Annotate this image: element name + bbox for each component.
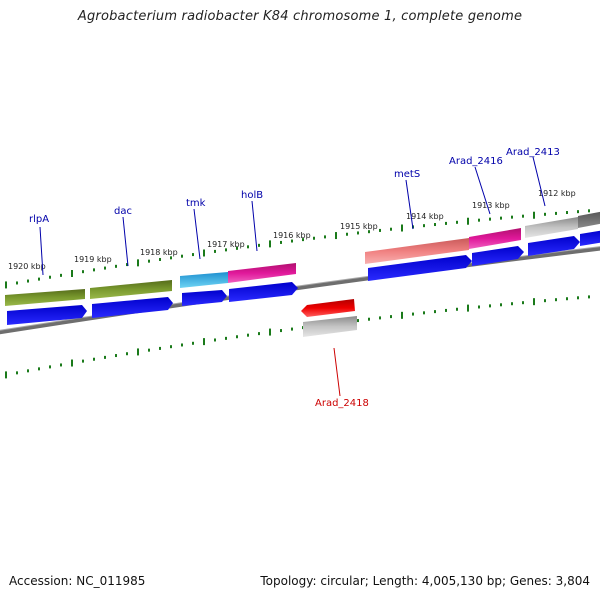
- reverse-gene-blocks: [301, 299, 357, 337]
- map-title: Agrobacterium radiobacter K84 chromosome…: [77, 9, 523, 24]
- gene-dac[interactable]: [90, 280, 172, 299]
- leader-dac: [122, 216, 129, 267]
- forward-cds-arrows: [7, 230, 600, 325]
- cds-arrow-Arad_2413[interactable]: [528, 236, 580, 256]
- cds-arrow-rlpA[interactable]: [7, 305, 87, 325]
- scale-label-1914: 1914 kbp: [406, 212, 444, 221]
- gene-Arad_2418[interactable]: [303, 316, 357, 337]
- scale-labels: 1920 kbp 1919 kbp 1918 kbp 1917 kbp 1916…: [8, 189, 576, 271]
- gene-label-Arad_2413[interactable]: Arad_2413: [506, 147, 560, 158]
- leader-Arad_2413: [532, 156, 546, 207]
- cds-arrow-metS[interactable]: [368, 255, 472, 281]
- upper-scale-ticks: [5, 209, 590, 289]
- scale-label-1919: 1919 kbp: [74, 255, 112, 264]
- cds-arrow-dac[interactable]: [92, 297, 173, 318]
- gene-offscreen-forward[interactable]: [578, 211, 600, 228]
- gene-Arad_2416[interactable]: [469, 228, 521, 249]
- gene-tmk[interactable]: [180, 272, 228, 288]
- forward-gene-blocks: [5, 211, 600, 306]
- scale-label-1915: 1915 kbp: [340, 222, 378, 231]
- scale-label-1917: 1917 kbp: [207, 240, 245, 249]
- cds-arrow-Arad_2416[interactable]: [472, 246, 524, 266]
- gene-label-metS[interactable]: metS: [394, 169, 420, 180]
- cds-arrow-holB[interactable]: [229, 282, 298, 302]
- leader-tmk: [193, 208, 201, 260]
- leader-Arad_2416: [474, 166, 491, 215]
- cds-arrow-offscreen-forward[interactable]: [580, 230, 600, 246]
- label-leader-lines: [39, 156, 546, 397]
- cds-arrow-tmk[interactable]: [182, 290, 227, 306]
- cds-arrow-Arad_2418[interactable]: [301, 299, 355, 317]
- leader-holB: [251, 200, 258, 252]
- gene-label-dac[interactable]: dac: [114, 206, 132, 217]
- leader-Arad_2418: [333, 347, 341, 397]
- gene-labels: rlpA dac tmk holB metS Arad_2416 Arad_24…: [29, 147, 560, 409]
- gene-label-tmk[interactable]: tmk: [186, 198, 206, 209]
- leader-rlpA: [39, 226, 44, 276]
- scale-label-1920: 1920 kbp: [8, 262, 46, 271]
- gene-holB[interactable]: [228, 263, 296, 283]
- scale-label-1918: 1918 kbp: [140, 248, 178, 257]
- scale-label-1912: 1912 kbp: [538, 189, 576, 198]
- leader-metS: [405, 179, 414, 230]
- gene-label-Arad_2416[interactable]: Arad_2416: [449, 156, 503, 167]
- scale-label-1913: 1913 kbp: [472, 201, 510, 210]
- gene-Arad_2413[interactable]: [525, 217, 578, 238]
- accession-text: Accession: NC_011985: [9, 574, 146, 588]
- gene-metS[interactable]: [365, 238, 469, 264]
- genome-backbone: [0, 246, 600, 335]
- topology-text: Topology: circular; Length: 4,005,130 bp…: [260, 574, 590, 588]
- gene-label-holB[interactable]: holB: [241, 190, 263, 201]
- gene-label-rlpA[interactable]: rlpA: [29, 214, 49, 225]
- gene-rlpA[interactable]: [5, 289, 85, 306]
- scale-label-1916: 1916 kbp: [273, 231, 311, 240]
- gene-label-Arad_2418[interactable]: Arad_2418: [315, 398, 369, 409]
